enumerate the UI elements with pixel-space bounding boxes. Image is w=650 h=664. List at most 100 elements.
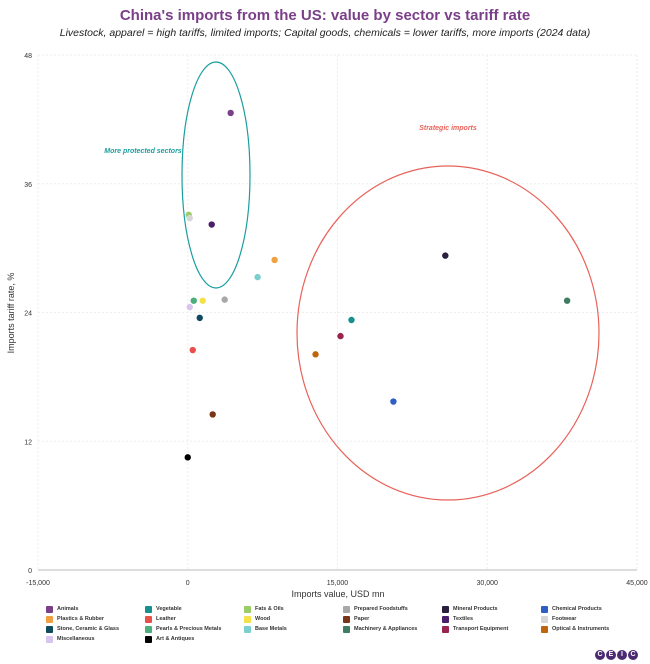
legend-label: Fats & Oils [255, 606, 284, 612]
annotation-strategic: Strategic imports [419, 125, 477, 132]
y-tick-label: 24 [24, 311, 32, 318]
legend-label: Miscellaneous [57, 636, 95, 642]
legend-label: Vegetable [156, 606, 182, 612]
legend-item[interactable]: Plastics & Rubber [46, 615, 145, 623]
protected-ellipse [181, 61, 251, 289]
legend-label: Plastics & Rubber [57, 616, 105, 622]
legend-swatch [244, 625, 251, 633]
legend-item[interactable]: Textiles [442, 615, 541, 623]
point-miscellaneous [186, 303, 193, 311]
legend-item[interactable]: Base Metals [244, 625, 343, 633]
x-tick-label: 45,000 [626, 580, 648, 587]
legend-item[interactable]: Chemical Products [541, 605, 640, 613]
legend-label: Chemical Products [552, 606, 602, 612]
y-tick-label: 0 [28, 568, 32, 575]
point-machinery-appliances [563, 297, 571, 304]
legend-label: Paper [354, 616, 370, 622]
legend-label: Footwear [552, 616, 577, 622]
legend-item[interactable]: Art & Antiques [145, 635, 244, 643]
point-wood [199, 297, 206, 304]
legend-label: Textiles [453, 616, 474, 622]
legend-swatch [343, 605, 350, 613]
point-animals [227, 109, 234, 117]
legend-label: Art & Antiques [156, 636, 195, 642]
y-axis-label: Imports tariff rate, % [6, 273, 16, 354]
legend-item[interactable]: Transport Equipment [442, 625, 541, 633]
x-tick-label: 30,000 [477, 580, 499, 587]
point-base-metals [254, 273, 261, 281]
legend-swatch [442, 615, 449, 623]
x-tick-label: -15,000 [26, 580, 50, 587]
legend-label: Pearls & Precious Metals [156, 626, 222, 632]
legend-label: Mineral Products [453, 606, 498, 612]
legend-item[interactable]: Footwear [541, 615, 640, 623]
point-optical-instruments [312, 351, 319, 358]
point-vegetable [348, 316, 355, 324]
x-axis-label: Imports value, USD mn [291, 589, 384, 599]
legend-label: Base Metals [255, 626, 287, 632]
legend-item[interactable]: Leather [145, 615, 244, 623]
legend-item[interactable]: Wood [244, 615, 343, 623]
point-transport-equipment [337, 332, 344, 340]
legend-swatch [46, 625, 53, 633]
legend-item[interactable]: Machinery & Appliances [343, 625, 442, 633]
legend-swatch [343, 615, 350, 623]
legend-label: Transport Equipment [453, 626, 509, 632]
point-leather [189, 346, 196, 354]
legend-item[interactable]: Animals [46, 605, 145, 613]
legend-label: Stone, Ceramic & Glass [57, 626, 120, 632]
point-footwear [186, 214, 193, 222]
legend-item[interactable]: Stone, Ceramic & Glass [46, 625, 145, 633]
point-mineral-products [442, 252, 449, 259]
y-tick-label: 36 [24, 182, 32, 189]
legend-item[interactable]: Paper [343, 615, 442, 623]
x-tick-label: 15,000 [327, 580, 349, 587]
chart-subtitle: Livestock, apparel = high tariffs, limit… [59, 27, 591, 39]
legend-swatch [244, 615, 251, 623]
legend-swatch [145, 605, 152, 613]
strategic-ellipse [296, 165, 600, 501]
point-art-antiques [184, 454, 191, 461]
legend-label: Leather [156, 616, 176, 622]
x-tick-label: 0 [186, 580, 190, 587]
legend-label: Machinery & Appliances [354, 626, 418, 632]
point-textiles [208, 221, 215, 228]
legend-swatch [442, 625, 449, 633]
legend-swatch [46, 615, 53, 623]
legend-swatch [244, 605, 251, 613]
point-paper [209, 411, 216, 418]
legend-label: Wood [255, 616, 271, 622]
legend-swatch [343, 625, 350, 633]
legend-item[interactable]: Miscellaneous [46, 635, 145, 643]
y-tick-label: 12 [24, 439, 32, 446]
legend-item[interactable]: Vegetable [145, 605, 244, 613]
legend-item[interactable]: Prepared Foodstuffs [343, 605, 442, 613]
legend-swatch [46, 605, 53, 613]
legend-item[interactable]: Optical & Instruments [541, 625, 640, 633]
legend: Animals Vegetable Fats & Oils Prepared Food… [46, 605, 646, 643]
point-stone-ceramic-glass [196, 314, 203, 322]
point-plastics-rubber [271, 256, 278, 264]
point-prepared-foodstuffs [221, 296, 228, 303]
legend-label: Animals [57, 606, 79, 612]
point-chemical-products [390, 398, 397, 405]
legend-item[interactable]: Fats & Oils [244, 605, 343, 613]
y-tick-label: 48 [24, 53, 32, 60]
scatter-plot: 0 12 24 36 48 -15,000 0 15,000 30,000 45,000 Impor… [6, 53, 648, 599]
legend-swatch [145, 625, 152, 633]
point-pearls-precious-metals [190, 297, 197, 304]
legend-swatch [442, 605, 449, 613]
legend-item[interactable]: Mineral Products [442, 605, 541, 613]
legend-swatch [46, 635, 53, 643]
legend-swatch [145, 615, 152, 623]
legend-swatch [541, 605, 548, 613]
legend-swatch [145, 635, 152, 643]
legend-label: Optical & Instruments [552, 626, 610, 632]
legend-label: Prepared Foodstuffs [354, 606, 408, 612]
legend-item[interactable]: Pearls & Precious Metals [145, 625, 244, 633]
chart-title: China's imports from the US: value by se… [119, 7, 531, 24]
annotation-protected: More protected sectors [104, 148, 182, 155]
legend-swatch [541, 625, 548, 633]
